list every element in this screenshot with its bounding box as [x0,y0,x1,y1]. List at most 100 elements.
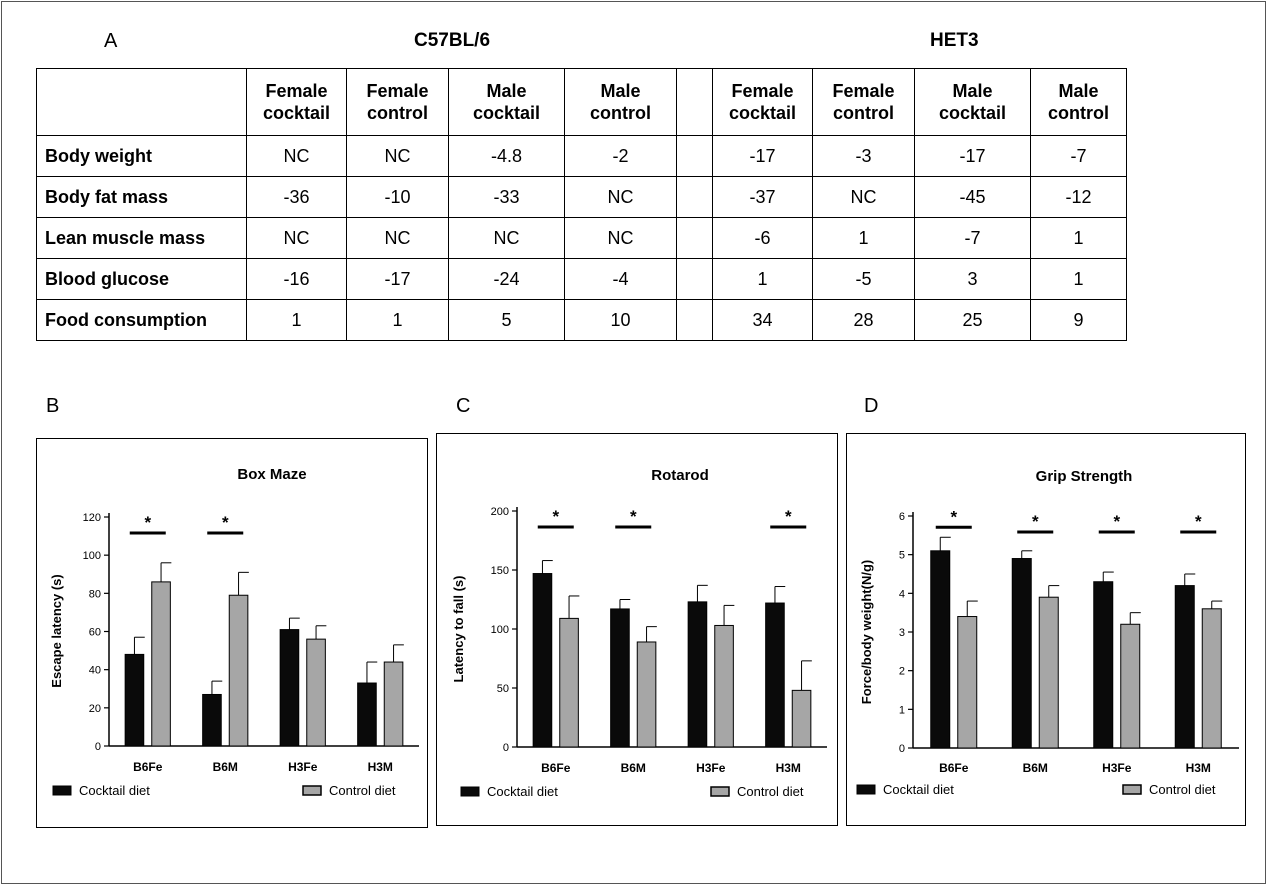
table-cell: -17 [914,135,1031,177]
table-cell: -4.8 [448,135,565,177]
cocktail-bar [687,601,708,748]
control-bar [306,638,326,747]
control-bar [714,624,734,748]
table-cell: NC [246,135,347,177]
spacer-cell [676,217,713,259]
table-cell: NC [564,217,677,259]
column-header: Male cocktail [914,68,1031,136]
legend-label-control: Control diet [329,783,396,798]
row-label: Body weight [36,135,247,177]
y-tick-label: 40 [89,665,101,677]
x-tick-label: H3M [368,760,393,774]
table-cell: 3 [914,258,1031,300]
row-label: Lean muscle mass [36,217,247,259]
control-bar [1120,623,1141,749]
cocktail-bar [765,602,785,748]
table-cell: -45 [914,176,1031,218]
spacer-cell [676,135,713,177]
table-cell: 1 [812,217,915,259]
chart-title: Box Maze [237,466,306,483]
y-tick-label: 3 [899,627,905,639]
cocktail-bar [357,682,377,747]
y-tick-label: 60 [89,627,101,639]
x-tick-label: B6Fe [939,761,969,775]
strain-label-het3: HET3 [930,30,979,51]
cocktail-bar [1011,558,1032,749]
y-axis-label: Force/body weight(N/g) [859,560,874,704]
x-tick-label: H3Fe [1102,761,1132,775]
panel-label-d: D [864,395,879,417]
table-cell: NC [812,176,915,218]
grip-strength-panel: Grip Strength Force/body weight(N/g) 0 1 2 3 4… [846,433,1246,826]
box-maze-panel: Box Maze Escape latency (s) 0 20 40 60 80 100 12… [36,438,428,828]
significance-marker: * [552,507,559,526]
row-label: Food consumption [36,299,247,341]
x-tick-label: H3Fe [696,761,726,775]
table-cell: NC [448,217,565,259]
panel-label-b: B [46,395,60,417]
legend-swatch-cocktail [52,785,72,796]
legend-label-cocktail: Cocktail diet [79,783,150,798]
significance-marker: * [1113,512,1120,531]
legend-label-control: Control diet [737,784,804,799]
x-tick-label: B6Fe [541,761,571,775]
significance-marker: * [785,507,792,526]
table-cell: 28 [812,299,915,341]
legend-swatch-control [1122,784,1142,795]
y-tick-label: 0 [95,741,101,753]
table-cell: -6 [712,217,813,259]
table-cell: -3 [812,135,915,177]
significance-marker: * [222,513,229,532]
cocktail-bar [930,550,951,749]
table-cell: 1 [246,299,347,341]
row-label: Blood glucose [36,258,247,300]
table-cell: -37 [712,176,813,218]
y-tick-label: 6 [899,511,905,523]
significance-marker: * [630,507,637,526]
y-axis-label: Latency to fall (s) [451,576,466,683]
strain-label-c57bl6: C57BL/6 [414,30,491,51]
y-tick-label: 200 [491,506,509,518]
y-tick-label: 150 [491,565,509,577]
legend-swatch-control [710,786,730,797]
spacer-cell [676,299,713,341]
x-tick-label: B6M [1023,761,1048,775]
control-bar [636,641,657,748]
table-cell: 5 [448,299,565,341]
column-header: Male cocktail [448,68,565,136]
significance-marker: * [1195,512,1202,531]
column-header: Female cocktail [712,68,813,136]
table-row: Body weight NC NC -4.8 -2 -17 -3 -17 -7 [36,135,1127,177]
cocktail-bar [202,693,222,747]
column-header: Female control [812,68,915,136]
y-tick-label: 100 [491,624,509,636]
table-cell: NC [346,135,449,177]
chart-title: Grip Strength [1036,468,1133,485]
control-bar [559,617,579,748]
table-cell: -7 [1030,135,1127,177]
x-tick-label: H3M [1186,761,1211,775]
cocktail-bar [279,629,300,747]
table-cell: -5 [812,258,915,300]
legend-swatch-cocktail [856,784,876,795]
table-cell: 1 [1030,217,1127,259]
control-bar [151,581,171,747]
legend-label-cocktail: Cocktail diet [883,782,954,797]
control-bar [957,616,978,749]
table-row: Body fat mass -36 -10 -33 NC -37 NC -45 … [36,176,1127,218]
table-cell: 1 [346,299,449,341]
y-tick-label: 120 [83,512,101,524]
column-header: Male control [564,68,677,136]
x-tick-label: B6M [213,760,238,774]
legend-label-control: Control diet [1149,782,1216,797]
y-tick-label: 20 [89,703,101,715]
table-cell: -7 [914,217,1031,259]
significance-marker: * [144,513,151,532]
control-bar [228,594,249,747]
y-tick-label: 50 [497,683,509,695]
box-maze-chart: Box Maze Escape latency (s) 0 20 40 60 80 100 12… [49,466,419,798]
table-cell: -16 [246,258,347,300]
table-cell: -12 [1030,176,1127,218]
y-axis-label: Escape latency (s) [49,574,64,687]
y-tick-label: 1 [899,704,905,716]
